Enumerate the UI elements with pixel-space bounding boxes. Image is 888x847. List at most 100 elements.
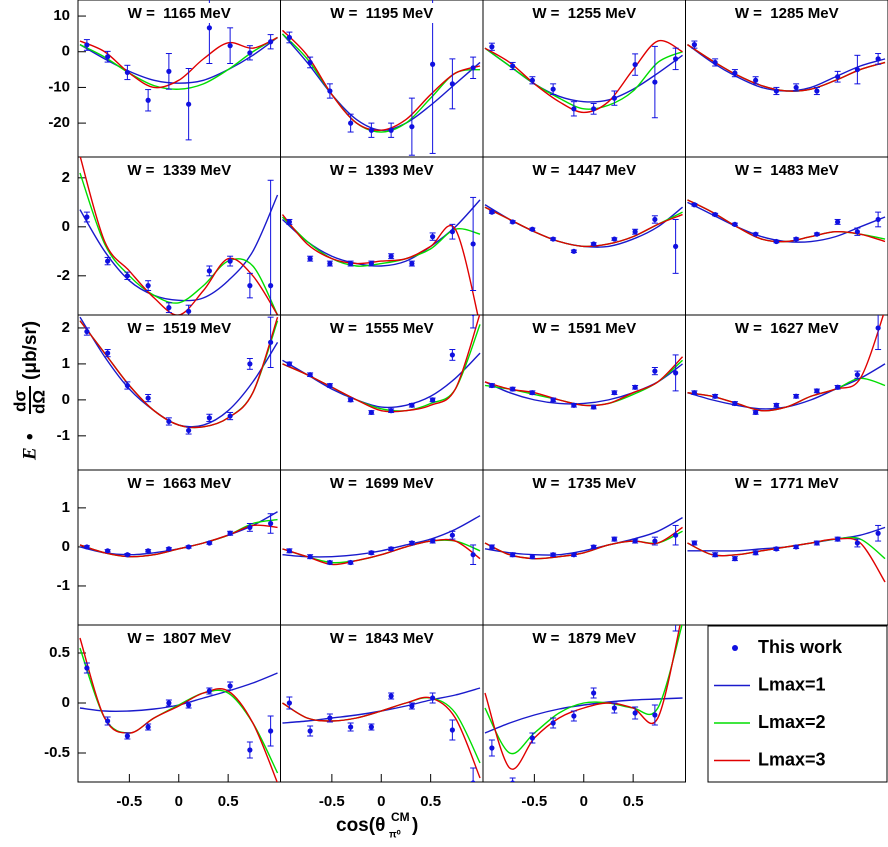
data-point — [327, 260, 333, 267]
panel: W = 1285 MeV — [685, 0, 888, 158]
panel: -2 0 2 W = 1339 MeV — [57, 156, 281, 316]
data-point — [307, 59, 313, 66]
title-bg — [319, 318, 444, 338]
data-point — [307, 256, 313, 262]
data-point — [550, 236, 556, 242]
data-point — [348, 724, 354, 730]
data-point — [673, 243, 679, 250]
x-tick-label: -0.5 — [521, 793, 547, 810]
data-point — [550, 397, 556, 403]
data-point — [529, 390, 535, 396]
x-axis-label: cos(θ π⁰ CM ) — [336, 810, 418, 840]
y-label-unit: (μb/sr) — [20, 321, 41, 380]
data-point — [105, 54, 111, 60]
panel-frame — [482, 314, 686, 471]
fit-curve — [281, 216, 481, 267]
fit-curve — [79, 637, 278, 782]
data-point — [732, 400, 738, 407]
data-point — [793, 236, 799, 242]
title-bg — [522, 3, 647, 23]
data-point — [652, 712, 658, 718]
panel: W = 1699 MeV — [280, 469, 484, 626]
data-point — [268, 520, 274, 527]
y-label-denominator: dΩ — [29, 390, 48, 414]
data-point — [186, 308, 192, 314]
y-tick-label: 0 — [62, 694, 70, 711]
title-bg — [724, 3, 849, 23]
data-point — [712, 552, 718, 558]
data-point — [145, 724, 151, 730]
panel-title: W = 1255 MeV — [532, 5, 636, 22]
data-point — [732, 221, 738, 227]
data-point — [470, 65, 476, 71]
plot-area — [79, 637, 279, 782]
data-point — [268, 339, 274, 345]
data-point — [875, 530, 881, 536]
y-tick-label: 1 — [62, 499, 70, 516]
data-point — [227, 530, 233, 536]
data-point — [470, 780, 476, 782]
plot-area — [484, 39, 683, 119]
fit-curve — [282, 538, 481, 566]
data-point — [307, 554, 313, 560]
title-bg — [319, 3, 444, 23]
data-point — [247, 283, 253, 289]
data-point — [368, 724, 374, 730]
y-tick-label: -1 — [57, 577, 70, 594]
data-point — [449, 229, 455, 235]
data-point — [591, 241, 597, 247]
data-point — [652, 79, 658, 85]
data-point — [854, 66, 860, 73]
data-point — [875, 325, 881, 331]
data-point — [105, 258, 111, 264]
x-tick-label: 0 — [377, 793, 385, 810]
data-point — [753, 231, 759, 237]
data-point — [206, 688, 212, 694]
title-bg — [117, 473, 242, 493]
panel: -0.5 0 0.5 W = 1879 MeV — [482, 624, 686, 810]
x-label-close: ) — [412, 815, 418, 836]
panel-frame — [77, 469, 281, 626]
data-point — [145, 395, 151, 401]
y-tick-label: 2 — [62, 169, 70, 186]
panel: -1 0 1 W = 1663 MeV — [57, 469, 281, 626]
data-point — [124, 552, 130, 558]
x-tick-label: 0.5 — [420, 793, 441, 810]
fit-curve — [281, 33, 481, 131]
x-tick-label: -0.5 — [319, 793, 345, 810]
data-point — [489, 209, 495, 215]
panel-title: W = 1807 MeV — [127, 630, 231, 647]
data-point — [388, 546, 394, 552]
data-point — [875, 56, 881, 62]
fit-curve — [79, 172, 279, 315]
data-point — [268, 728, 274, 734]
fit-curve — [484, 39, 683, 114]
y-tick-label: -1 — [57, 427, 70, 444]
x-label-sup: CM — [391, 810, 410, 824]
data-point — [286, 361, 292, 367]
fit-curve — [484, 356, 684, 407]
data-point — [489, 44, 495, 50]
panel-title: W = 1285 MeV — [735, 5, 839, 22]
legend-marker — [732, 645, 738, 651]
panel-title: W = 1843 MeV — [330, 630, 434, 647]
data-point — [611, 390, 617, 396]
data-point — [286, 219, 292, 225]
data-point — [732, 556, 738, 562]
panel: W = 1255 MeV — [482, 0, 686, 158]
data-point — [227, 43, 233, 49]
plot-area — [79, 0, 278, 141]
data-point — [712, 59, 718, 66]
y-tick-label: 0 — [62, 43, 70, 60]
data-point — [875, 216, 881, 223]
data-point — [409, 703, 415, 709]
data-point — [409, 260, 415, 267]
data-point — [571, 248, 577, 254]
data-point — [286, 548, 292, 554]
data-point — [793, 544, 799, 550]
title-bg — [522, 628, 647, 648]
data-point — [550, 552, 556, 558]
data-point — [388, 693, 394, 699]
panel: -0.5 0 0.5 -0.5 0 0.5 W = 1807 MeV — [44, 624, 281, 810]
